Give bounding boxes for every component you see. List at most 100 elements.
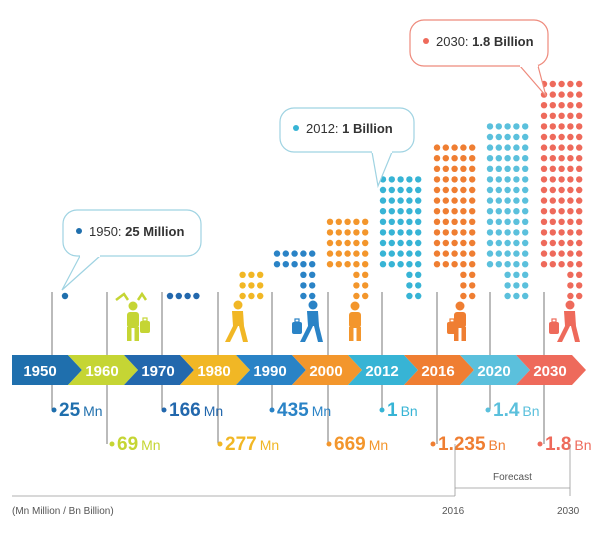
dot-2016 — [442, 229, 449, 236]
value-dot-1980 — [217, 441, 223, 447]
timeline-segment-2012 — [348, 355, 418, 385]
suitcase-icon-2016 — [447, 318, 457, 334]
value-dot-2016 — [430, 441, 436, 447]
dot-2030 — [576, 250, 583, 257]
dot-2020 — [486, 165, 494, 172]
dot-2030 — [549, 133, 556, 141]
dot-2016 — [451, 176, 458, 183]
dot-2000 — [362, 229, 369, 236]
dot-2016 — [460, 176, 467, 183]
dot-2020 — [522, 208, 529, 215]
dot-2020 — [522, 218, 529, 225]
dot-2016 — [433, 229, 441, 236]
dot-2030 — [558, 91, 565, 98]
suitcase-traveler-icon — [557, 300, 580, 342]
value-dot-1970 — [161, 407, 167, 413]
dot-2016 — [451, 229, 458, 236]
dot-2020 — [513, 123, 520, 130]
year-label-2016: 2016 — [421, 363, 454, 380]
dot-2016 — [469, 155, 476, 162]
dot-2020 — [522, 144, 529, 151]
dot-2012 — [406, 271, 413, 278]
dot-2012 — [415, 176, 422, 183]
value-label-2020: 1.4 Bn — [493, 400, 540, 421]
dot-2030 — [576, 102, 583, 109]
dot-2012 — [415, 186, 422, 194]
dot-2020 — [486, 239, 494, 247]
dot-2012 — [415, 229, 422, 236]
dot-2030 — [558, 208, 565, 215]
dot-2030 — [558, 250, 565, 257]
dot-1990 — [273, 250, 281, 257]
dot-2000 — [353, 239, 360, 247]
dot-2012 — [397, 176, 404, 183]
value-unit: Mn — [204, 403, 223, 419]
dot-2030 — [576, 91, 583, 98]
dot-2012 — [406, 218, 413, 225]
dot-2000 — [335, 229, 342, 236]
traveler-icon — [300, 300, 323, 342]
dot-2030 — [576, 80, 583, 88]
dot-2000 — [344, 229, 351, 236]
dot-2012 — [415, 218, 422, 225]
dot-2016 — [442, 155, 449, 162]
dot-2020 — [513, 144, 520, 151]
dot-2030 — [540, 102, 548, 109]
dot-2016 — [460, 144, 467, 151]
dot-1970 — [193, 292, 200, 300]
dot-2016 — [469, 186, 476, 194]
dot-2020 — [504, 197, 511, 204]
dot-2030 — [540, 112, 548, 120]
dot-2030 — [567, 208, 574, 215]
dot-2020 — [513, 133, 520, 141]
dot-2016 — [451, 250, 458, 257]
callout-dot — [76, 228, 82, 234]
value-number: 69 — [117, 434, 138, 455]
dot-2000 — [353, 229, 360, 236]
dot-1950 — [61, 292, 69, 300]
dot-2012 — [415, 261, 422, 268]
dot-2012 — [406, 250, 413, 257]
dot-2030 — [540, 261, 548, 268]
dot-2030 — [576, 282, 583, 289]
walking-icon — [225, 300, 248, 342]
callouts: 1950: 25 Million 2012: 1 Billion 2030: 1.8… — [61, 19, 549, 291]
dot-2020 — [504, 176, 511, 183]
dot-2020 — [504, 155, 511, 162]
dot-2000 — [326, 229, 334, 236]
dot-2000 — [353, 218, 360, 225]
dot-1980 — [239, 271, 246, 278]
dot-2016 — [442, 261, 449, 268]
dot-1990 — [309, 271, 316, 278]
dot-2020 — [513, 292, 520, 300]
dot-2016 — [433, 197, 441, 204]
dot-2020 — [486, 176, 494, 183]
icons — [115, 291, 580, 342]
callout-text: 2030: 1.8 Billion — [436, 34, 534, 49]
dot-2030 — [558, 218, 565, 225]
dot-1980 — [257, 282, 264, 289]
value-unit: Bn — [522, 403, 539, 419]
timeline-segment-1980 — [180, 355, 250, 385]
callout-2: 2030: 1.8 Billion — [409, 19, 549, 97]
dot-2030 — [549, 80, 556, 88]
dot-2012 — [406, 176, 413, 183]
value-label-1990: 435 Mn — [277, 400, 331, 421]
dot-2016 — [451, 144, 458, 151]
dot-2030 — [567, 80, 574, 88]
callout-1: 2012: 1 Billion — [279, 107, 415, 189]
dot-2012 — [388, 197, 395, 204]
dot-2000 — [344, 239, 351, 247]
dot-2030 — [576, 176, 583, 183]
dot-1990 — [309, 250, 316, 257]
dot-2020 — [513, 250, 520, 257]
dot-2020 — [495, 197, 502, 204]
dot-2020 — [504, 144, 511, 151]
dot-2030 — [540, 208, 548, 215]
dot-2030 — [549, 165, 556, 172]
dot-2000 — [344, 261, 351, 268]
dot-2030 — [567, 271, 574, 278]
dot-2020 — [495, 239, 502, 247]
dot-2012 — [379, 229, 387, 236]
dot-2016 — [433, 261, 441, 268]
